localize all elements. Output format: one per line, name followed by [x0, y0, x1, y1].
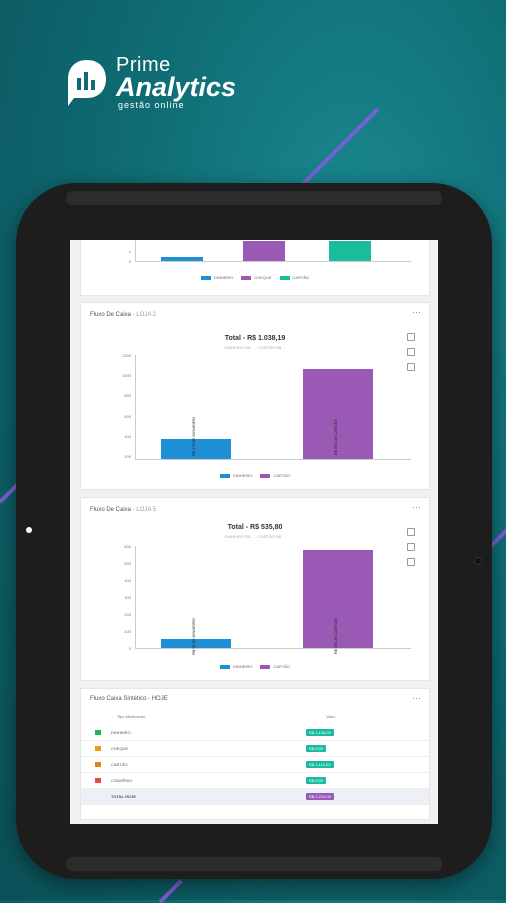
zoom-icon[interactable] [407, 348, 415, 356]
card-title: Fluxo Caixa Sintético - HOJE [90, 696, 168, 702]
tablet-frame: 0 1 DINHEIRO CHEQUE CARTÃO Fluxo De Caix… [16, 183, 492, 879]
bar-data-label: R$ 859,34 CARTÃO [333, 419, 338, 456]
bar-data-label: R$ 480,80 CARTÃO [333, 618, 338, 655]
cash-icon [95, 730, 101, 735]
chart-bar-cartao[interactable] [303, 550, 373, 648]
value-badge: R$ 1.105,00 [306, 729, 334, 736]
chart-bar-dinheiro[interactable] [161, 439, 231, 459]
top-chart-card: 0 1 DINHEIRO CHEQUE CARTÃO [80, 240, 430, 296]
chart-legend: DINHEIRO CHEQUE CARTÃO [81, 275, 429, 280]
brand-tagline: gestão online [118, 100, 185, 110]
agreement-icon [95, 778, 101, 783]
download-icon[interactable] [407, 558, 415, 566]
chart-bar-dinheiro[interactable] [161, 639, 231, 648]
brand-name-line1: Prime [116, 54, 171, 76]
chart-legend: DINHEIRO CARTÃO [81, 664, 429, 669]
chart-bar-cartao[interactable] [329, 241, 371, 261]
table-row-total[interactable]: TOTAL HOJE R$ 2.219,00 [81, 789, 429, 805]
card-icon [95, 762, 101, 767]
tablet-camera [26, 527, 32, 533]
card-menu-button[interactable]: ⋯ [412, 307, 421, 317]
cashflow-summary-card: Fluxo Caixa Sintético - HOJE ⋯ Tipo Movi… [80, 688, 430, 820]
analytics-logo-icon [68, 60, 106, 106]
table-row[interactable]: CARTÃO R$ 1.114,00 [81, 757, 429, 773]
decorative-stripe [298, 107, 380, 189]
card-menu-button[interactable]: ⋯ [412, 502, 421, 512]
chart-tools [407, 528, 415, 573]
cheque-icon [95, 746, 101, 751]
cashflow-card-loja2: Fluxo De Caixa - LOJA 2 ⋯ Total - R$ 1.0… [80, 302, 430, 490]
zoom-icon[interactable] [407, 543, 415, 551]
value-badge: R$ 0,00 [306, 745, 327, 752]
chart-tools [407, 333, 415, 378]
value-badge: R$ 2.219,00 [306, 793, 334, 800]
decorative-stripe [158, 879, 183, 903]
column-header-valor: Valor [326, 714, 336, 719]
table-row[interactable]: CHEQUE R$ 0,00 [81, 741, 429, 757]
print-icon[interactable] [407, 333, 415, 341]
card-menu-button[interactable]: ⋯ [412, 693, 421, 703]
value-badge: R$ 0,00 [306, 777, 327, 784]
bar-data-label: R$ 55,00 DINHEIRO [191, 618, 196, 655]
print-icon[interactable] [407, 528, 415, 536]
chart-legend: DINHEIRO CARTÃO [81, 473, 429, 478]
column-header-tipo: Tipo Movimento [117, 714, 146, 719]
chart-bar-cartao[interactable] [303, 369, 373, 459]
table-row[interactable]: DINHEIRO R$ 1.105,00 [81, 725, 429, 741]
card-title: Fluxo De Caixa - LOJA 2 [90, 312, 157, 318]
app-screen[interactable]: 0 1 DINHEIRO CHEQUE CARTÃO Fluxo De Caix… [70, 240, 438, 824]
table-row[interactable]: CONVÊNIO R$ 0,00 [81, 773, 429, 789]
value-badge: R$ 1.114,00 [306, 761, 334, 768]
chart-bar-cheque[interactable] [243, 241, 285, 261]
bar-data-label: R$ 178,85 DINHEIRO [191, 417, 196, 457]
tablet-bottom-bezel [66, 857, 442, 871]
tablet-top-bezel [66, 191, 442, 205]
chart-total: Total - R$ 535,80 [227, 524, 283, 531]
cashflow-card-loja5: Fluxo De Caixa - LOJA 5 ⋯ Total - R$ 535… [80, 497, 430, 681]
tablet-sensor [474, 557, 482, 565]
chart-bar-dinheiro[interactable] [161, 257, 203, 261]
chart-summary: DINHEIRO R$ ... · CARTÃO R$ ... [224, 534, 286, 539]
chart-summary: DINHEIRO R$ ... · CARTÃO R$ ... [224, 345, 286, 350]
brand-name-line2: Analytics [116, 72, 237, 102]
card-title: Fluxo De Caixa - LOJA 5 [90, 507, 157, 513]
chart-total: Total - R$ 1.038,19 [224, 335, 286, 342]
download-icon[interactable] [407, 363, 415, 371]
